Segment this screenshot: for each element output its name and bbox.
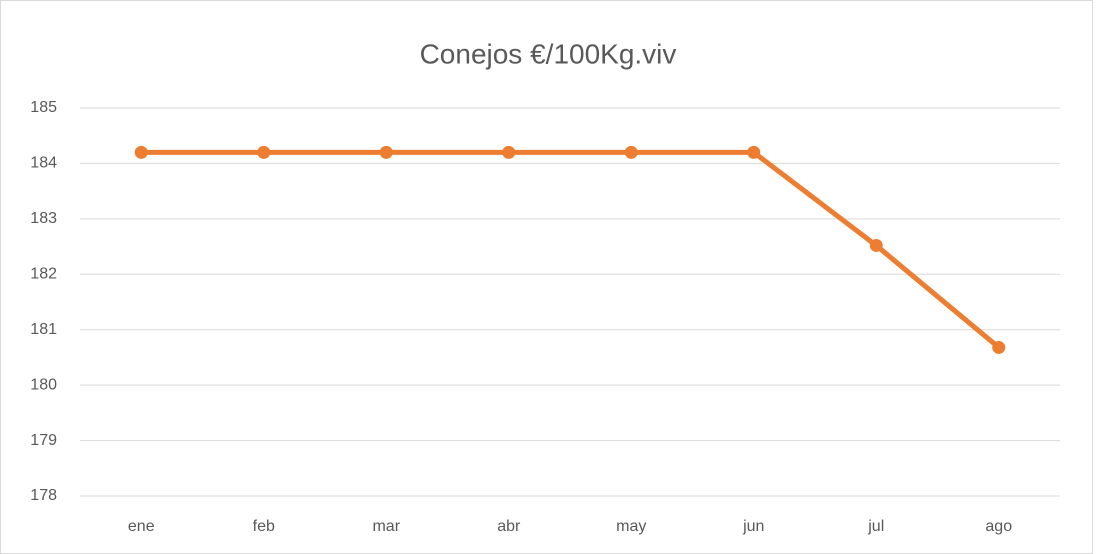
line (141, 149, 1001, 350)
x-tick-label: ene (128, 518, 155, 535)
chart-title: Conejos €/100Kg.viv (420, 38, 677, 69)
x-tick-label: feb (253, 518, 275, 535)
marker (379, 145, 393, 159)
y-tick-label: 181 (30, 321, 57, 338)
y-tick-label: 179 (30, 432, 57, 449)
y-tick-label: 183 (30, 210, 57, 227)
y-tick-label: 184 (30, 155, 57, 172)
x-tick-label: abr (497, 518, 521, 535)
y-tick-label: 185 (30, 99, 57, 116)
x-tick-label: mar (372, 518, 400, 535)
marker (502, 145, 516, 159)
x-tick-label: ago (985, 518, 1012, 535)
marker (747, 145, 761, 159)
y-tick-label: 180 (30, 376, 57, 393)
marker (992, 340, 1006, 354)
marker (624, 145, 638, 159)
y-tick-label: 182 (30, 266, 57, 283)
marker (257, 145, 271, 159)
marker (869, 238, 883, 252)
marker (134, 145, 148, 159)
x-tick-label: jul (867, 518, 884, 535)
y-tick-label: 178 (30, 487, 57, 504)
x-tick-label: jun (742, 518, 764, 535)
x-tick-label: may (616, 518, 646, 535)
